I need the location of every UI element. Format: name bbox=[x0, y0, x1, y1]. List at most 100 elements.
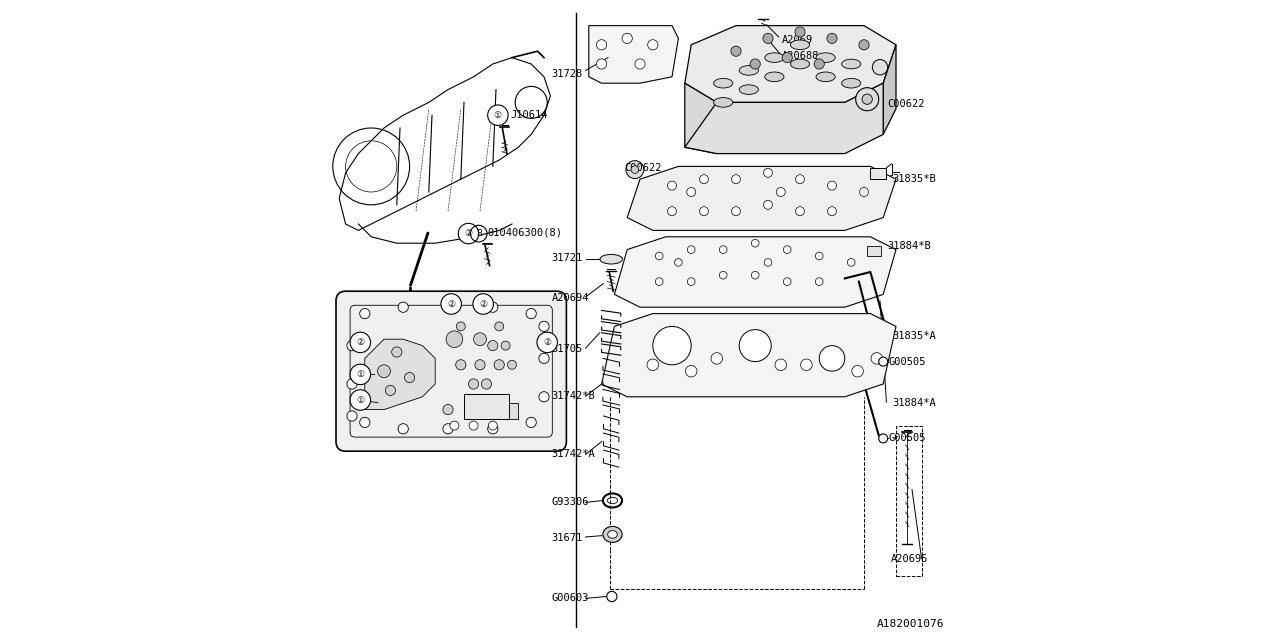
Circle shape bbox=[815, 278, 823, 285]
Circle shape bbox=[751, 271, 759, 279]
Text: A20695: A20695 bbox=[891, 554, 928, 564]
Circle shape bbox=[860, 188, 869, 196]
Circle shape bbox=[687, 246, 695, 253]
Circle shape bbox=[699, 207, 709, 216]
Circle shape bbox=[443, 404, 453, 415]
Circle shape bbox=[740, 330, 771, 362]
Polygon shape bbox=[883, 45, 896, 134]
Text: 31742*B: 31742*B bbox=[552, 391, 595, 401]
Circle shape bbox=[500, 341, 511, 350]
Circle shape bbox=[596, 59, 607, 69]
Circle shape bbox=[828, 207, 837, 216]
Ellipse shape bbox=[842, 79, 861, 88]
Polygon shape bbox=[685, 26, 896, 102]
Text: A20694: A20694 bbox=[552, 292, 589, 303]
Circle shape bbox=[526, 308, 536, 319]
Circle shape bbox=[488, 340, 498, 351]
Circle shape bbox=[351, 332, 371, 353]
Text: ①: ① bbox=[494, 111, 502, 120]
Circle shape bbox=[398, 424, 408, 434]
Circle shape bbox=[539, 353, 549, 364]
Circle shape bbox=[763, 168, 773, 177]
Circle shape bbox=[731, 46, 741, 56]
Circle shape bbox=[456, 360, 466, 370]
Circle shape bbox=[631, 166, 639, 173]
Text: B: B bbox=[476, 229, 481, 238]
Text: 31742*A: 31742*A bbox=[552, 449, 595, 460]
Circle shape bbox=[732, 175, 740, 184]
Text: ②: ② bbox=[356, 338, 365, 347]
Circle shape bbox=[451, 421, 460, 430]
Circle shape bbox=[648, 40, 658, 50]
Ellipse shape bbox=[600, 255, 622, 264]
Polygon shape bbox=[627, 166, 896, 230]
Circle shape bbox=[488, 424, 498, 434]
Circle shape bbox=[732, 207, 740, 216]
Circle shape bbox=[443, 302, 453, 312]
Text: A2069: A2069 bbox=[782, 35, 813, 45]
Circle shape bbox=[686, 365, 698, 377]
FancyBboxPatch shape bbox=[335, 291, 566, 451]
Circle shape bbox=[814, 59, 824, 69]
Text: 31728: 31728 bbox=[552, 69, 582, 79]
Circle shape bbox=[719, 246, 727, 253]
Circle shape bbox=[847, 259, 855, 266]
Circle shape bbox=[783, 278, 791, 285]
Circle shape bbox=[347, 379, 357, 389]
Circle shape bbox=[494, 360, 504, 370]
Text: 31884*B: 31884*B bbox=[888, 241, 932, 252]
Circle shape bbox=[856, 88, 879, 111]
Ellipse shape bbox=[739, 85, 758, 95]
Circle shape bbox=[751, 239, 759, 247]
Bar bbox=[465, 394, 509, 419]
Text: ②: ② bbox=[543, 338, 552, 347]
Text: ②: ② bbox=[447, 300, 456, 308]
Circle shape bbox=[668, 207, 677, 216]
Circle shape bbox=[776, 359, 786, 371]
Text: 010406300(8): 010406300(8) bbox=[488, 228, 563, 238]
Circle shape bbox=[475, 360, 485, 370]
Circle shape bbox=[488, 302, 498, 312]
Circle shape bbox=[378, 365, 390, 378]
Circle shape bbox=[488, 105, 508, 125]
Circle shape bbox=[699, 175, 709, 184]
Text: C00622: C00622 bbox=[888, 99, 925, 109]
Circle shape bbox=[859, 40, 869, 50]
Ellipse shape bbox=[714, 79, 733, 88]
Ellipse shape bbox=[608, 531, 617, 538]
Polygon shape bbox=[685, 83, 717, 154]
Text: ②: ② bbox=[465, 229, 472, 238]
Circle shape bbox=[351, 390, 371, 410]
Text: G93306: G93306 bbox=[552, 497, 589, 508]
Circle shape bbox=[468, 379, 479, 389]
Circle shape bbox=[440, 294, 462, 314]
Circle shape bbox=[687, 188, 696, 196]
Ellipse shape bbox=[791, 60, 810, 69]
Text: A20688: A20688 bbox=[782, 51, 819, 61]
Text: 31835*A: 31835*A bbox=[893, 331, 937, 341]
Circle shape bbox=[474, 294, 494, 314]
Circle shape bbox=[653, 326, 691, 365]
Circle shape bbox=[538, 332, 558, 353]
Polygon shape bbox=[614, 237, 896, 307]
Circle shape bbox=[539, 321, 549, 332]
Ellipse shape bbox=[791, 40, 810, 50]
Ellipse shape bbox=[817, 72, 836, 81]
Ellipse shape bbox=[714, 98, 733, 107]
Circle shape bbox=[782, 52, 792, 63]
Ellipse shape bbox=[603, 526, 622, 543]
Circle shape bbox=[870, 353, 883, 364]
Circle shape bbox=[646, 359, 658, 371]
Circle shape bbox=[796, 175, 805, 184]
Text: C00622: C00622 bbox=[625, 163, 662, 173]
Circle shape bbox=[475, 404, 485, 415]
Circle shape bbox=[404, 372, 415, 383]
Circle shape bbox=[764, 259, 772, 266]
Bar bbox=[896, 426, 922, 576]
Bar bbox=[508, 403, 518, 419]
Circle shape bbox=[795, 27, 805, 37]
Ellipse shape bbox=[765, 72, 783, 81]
Circle shape bbox=[828, 181, 837, 190]
Circle shape bbox=[750, 59, 760, 69]
Circle shape bbox=[763, 200, 773, 209]
